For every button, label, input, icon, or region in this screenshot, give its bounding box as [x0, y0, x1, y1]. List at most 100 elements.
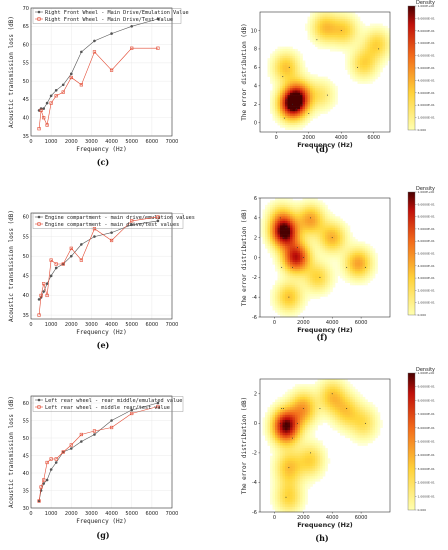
- density-cell: [302, 90, 306, 94]
- density-cell: [305, 396, 308, 400]
- density-cell: [295, 312, 298, 316]
- density-cell: [287, 99, 291, 103]
- density-cell: [312, 394, 316, 398]
- density-cell: [275, 483, 278, 487]
- density-cell: [280, 417, 283, 421]
- density-cell: [302, 291, 306, 295]
- density-cell: [262, 425, 266, 428]
- density-cell: [367, 435, 371, 439]
- data-point: [80, 243, 83, 246]
- density-cell: [287, 72, 291, 75]
- density-cell: [282, 48, 286, 52]
- density-cell: [320, 16, 323, 20]
- density-cell: [377, 28, 381, 31]
- density-cell: [275, 99, 278, 103]
- density-cell: [292, 504, 296, 508]
- density-cell: [380, 422, 383, 426]
- density-cell: [357, 25, 361, 29]
- density-cell: [287, 60, 291, 64]
- density-cell: [315, 223, 318, 226]
- density-cell: [305, 225, 308, 229]
- density-cell: [302, 278, 306, 281]
- density-cell: [272, 200, 276, 203]
- density-cell: [295, 65, 298, 68]
- density-cell: [292, 430, 296, 434]
- density-cell: [370, 402, 373, 405]
- density-cell: [367, 62, 371, 66]
- density-cell: [325, 78, 328, 82]
- density-cell: [287, 437, 291, 441]
- density-cell: [277, 83, 281, 87]
- density-cell: [305, 83, 308, 87]
- density-cell: [387, 53, 391, 57]
- density-cell: [282, 471, 286, 474]
- density-cell: [317, 287, 321, 290]
- panel-caption: (f): [316, 332, 327, 342]
- sample-point: [292, 437, 293, 439]
- density-cell: [347, 389, 351, 393]
- density-cell: [377, 69, 381, 73]
- density-cell: [275, 430, 278, 434]
- density-cell: [302, 440, 306, 444]
- density-cell: [357, 414, 361, 418]
- data-point: [109, 238, 114, 243]
- density-cell: [300, 458, 303, 462]
- density-cell: [352, 72, 356, 75]
- density-cell: [287, 494, 291, 497]
- density-cell: [322, 458, 326, 462]
- density-cell: [302, 455, 306, 459]
- density-cell: [275, 83, 278, 87]
- density-cell: [307, 425, 311, 428]
- density-cell: [275, 473, 278, 477]
- density-cell: [297, 506, 301, 510]
- density-cell: [295, 284, 298, 288]
- density-cell: [342, 266, 346, 270]
- density-cell: [317, 250, 321, 254]
- density-cell: [355, 404, 358, 408]
- density-cell: [307, 481, 311, 485]
- density-cell: [347, 225, 351, 229]
- density-cell: [295, 453, 298, 457]
- density-cell: [297, 248, 301, 251]
- density-cell: [277, 294, 281, 297]
- density-cell: [362, 30, 366, 34]
- density-cell: [340, 419, 343, 423]
- density-cell: [310, 291, 313, 295]
- density-cell: [342, 425, 346, 428]
- density-cell: [360, 268, 363, 272]
- density-cell: [305, 25, 308, 29]
- density-cell: [285, 473, 288, 477]
- density-cell: [335, 255, 338, 258]
- density-cell: [370, 72, 373, 75]
- density-cell: [272, 106, 276, 110]
- density-cell: [287, 296, 291, 299]
- density-cell: [297, 478, 301, 482]
- density-cell: [305, 442, 308, 446]
- density-cell: [290, 282, 293, 286]
- density-cell: [290, 72, 293, 75]
- density-cell: [340, 39, 343, 43]
- density-cell: [280, 478, 283, 482]
- density-cell: [337, 28, 341, 31]
- density-cell: [292, 218, 296, 222]
- density-cell: [315, 248, 318, 251]
- density-cell: [380, 46, 383, 50]
- density-cell: [270, 58, 273, 61]
- density-cell: [360, 432, 363, 436]
- density-cell: [360, 414, 363, 418]
- density-cell: [342, 399, 346, 403]
- density-cell: [307, 225, 311, 229]
- density-cell: [302, 202, 306, 206]
- density-cell: [317, 419, 321, 423]
- density-cell: [310, 259, 313, 263]
- density-cell: [272, 211, 276, 215]
- density-cell: [307, 28, 311, 31]
- density-cell: [342, 48, 346, 52]
- density-cell: [307, 389, 311, 393]
- density-cell: [282, 486, 286, 490]
- density-cell: [300, 72, 303, 75]
- density-cell: [307, 280, 311, 283]
- density-cell: [370, 435, 373, 439]
- data-point: [110, 419, 113, 422]
- density-cell: [365, 48, 368, 52]
